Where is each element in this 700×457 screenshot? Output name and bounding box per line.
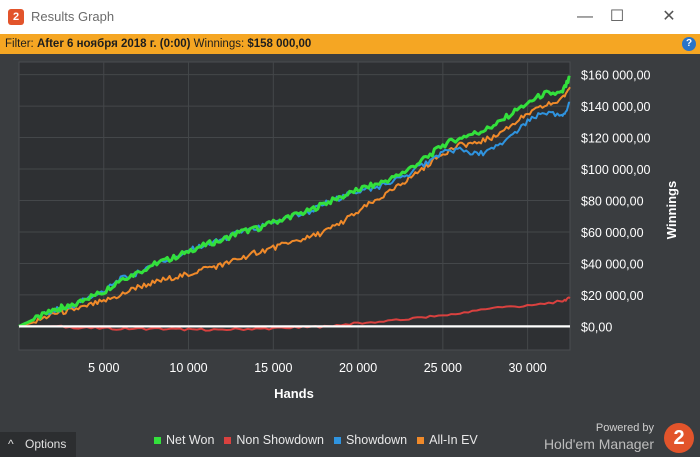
y-tick-label: $80 000,00 xyxy=(581,194,644,208)
legend-swatch xyxy=(224,436,232,444)
minimize-button[interactable]: — xyxy=(577,8,593,25)
y-tick-label: $160 000,00 xyxy=(581,69,651,83)
maximize-button[interactable]: ☐ xyxy=(609,8,625,25)
series-line-showdown xyxy=(18,101,571,328)
x-tick-label: 10 000 xyxy=(169,361,207,375)
series-line-net-won xyxy=(18,75,571,328)
y-tick-label: $120 000,00 xyxy=(581,132,651,146)
close-button[interactable]: ✕ xyxy=(662,8,676,25)
y-tick-label: $100 000,00 xyxy=(581,163,651,177)
legend-label: Showdown xyxy=(345,433,408,447)
y-tick-label: $20 000,00 xyxy=(581,289,644,303)
legend-label: Non Showdown xyxy=(236,433,324,447)
holdem-manager-logo-icon: 2 xyxy=(664,423,694,453)
powered-by-text: Powered by xyxy=(595,422,654,434)
plot-area xyxy=(18,61,571,351)
powered-by: Powered by Hold'em Manager xyxy=(544,422,654,454)
x-tick-label: 15 000 xyxy=(254,361,292,375)
legend-item[interactable]: Net Won xyxy=(154,433,214,447)
title-bar: 2 Results Graph — ☐ ✕ xyxy=(0,0,700,34)
legend-swatch xyxy=(333,436,341,444)
chart-legend: Net Won Non Showdown Showdown All-In EV xyxy=(154,433,478,447)
filter-value: After 6 ноября 2018 г. (0:00) xyxy=(36,38,191,50)
x-tick-label: 5 000 xyxy=(88,361,119,375)
help-icon[interactable]: ? xyxy=(682,37,696,51)
winnings-label: Winnings: xyxy=(193,38,245,50)
y-tick-label: $0,00 xyxy=(581,320,612,334)
x-tick-label: 20 000 xyxy=(339,361,377,375)
y-tick-label: $60 000,00 xyxy=(581,226,644,240)
y-tick-label: $40 000,00 xyxy=(581,257,644,271)
window-title: Results Graph xyxy=(31,9,115,24)
brand-name: Hold'em Manager xyxy=(543,436,654,452)
y-axis-label: Winnings xyxy=(664,181,679,239)
winnings-value: $158 000,00 xyxy=(247,38,312,50)
x-tick-label: 30 000 xyxy=(508,361,546,375)
x-axis-label: Hands xyxy=(274,386,314,401)
results-graph: 5 000 10 000 15 000 20 000 25 000 30 000 $0,00… xyxy=(18,61,679,401)
filter-label: Filter: xyxy=(5,38,34,50)
legend-swatch xyxy=(154,436,161,444)
legend-label: Net Won xyxy=(166,433,215,447)
x-tick-label: 25 000 xyxy=(424,361,462,375)
filter-bar: Filter: After 6 ноября 2018 г. (0:00) Wi… xyxy=(0,34,700,54)
app-logo-icon: 2 xyxy=(8,9,24,25)
options-chevron-icon: ^ xyxy=(8,437,14,451)
legend-item[interactable]: All-In EV xyxy=(417,433,478,447)
y-tick-label: $140 000,00 xyxy=(581,100,651,114)
series-line-all-in-ev xyxy=(18,86,571,328)
options-label: Options xyxy=(24,437,67,451)
options-button[interactable]: ^ Options xyxy=(0,432,76,457)
legend-swatch xyxy=(417,436,425,444)
legend-label: All-In EV xyxy=(429,433,478,447)
legend-item[interactable]: Non Showdown xyxy=(224,433,324,447)
legend-item[interactable]: Showdown xyxy=(333,433,408,447)
